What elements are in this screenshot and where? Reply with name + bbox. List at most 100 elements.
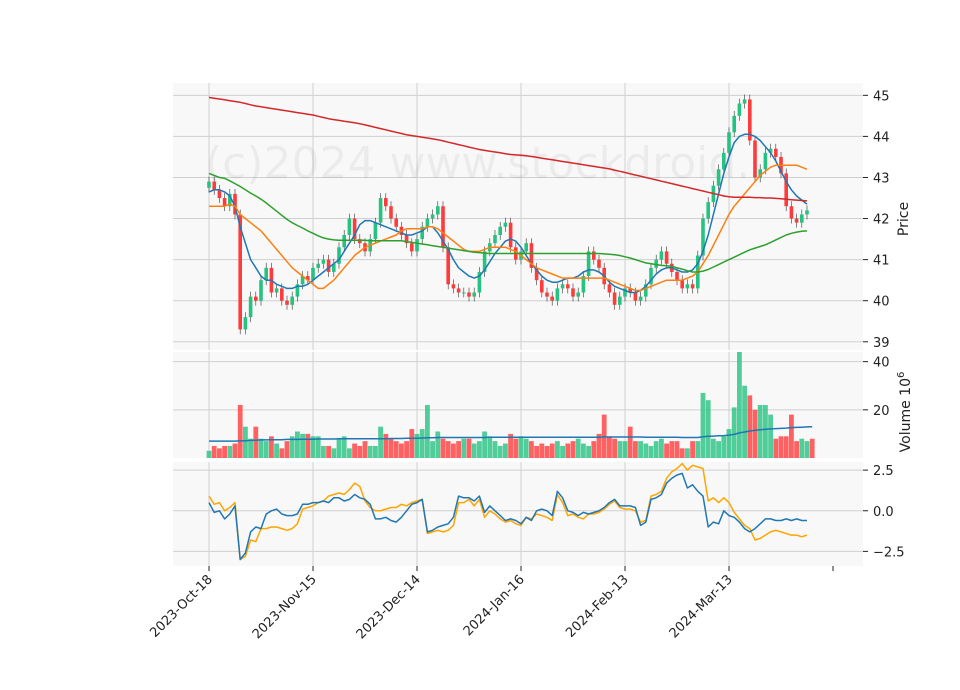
volume-bar (570, 441, 576, 458)
volume-bar (721, 436, 727, 458)
candle-body (394, 218, 398, 227)
price-tick-label: 42 (873, 213, 890, 228)
candle-body (472, 292, 476, 297)
candle-body (732, 115, 736, 133)
line-osc_signal (208, 462, 808, 561)
volume-bar (414, 433, 420, 458)
volume-bar (248, 438, 253, 458)
volume-bar (425, 405, 430, 458)
candle-body (238, 214, 242, 330)
volume-bar (471, 443, 477, 458)
candle-body (321, 259, 326, 264)
volume-axis-label: Volume (898, 400, 914, 452)
volume-bar (237, 405, 243, 458)
candle-body (685, 284, 690, 289)
candle-body (566, 284, 570, 289)
volume-bar (206, 450, 212, 458)
moving-average-lines (208, 96, 808, 294)
volume-bar (586, 445, 591, 458)
candle-body (763, 152, 768, 170)
volume-bar (607, 436, 612, 458)
candle-body (300, 276, 305, 285)
volume-bar (523, 438, 529, 458)
volume-bar (497, 445, 503, 458)
candle-body (451, 284, 456, 289)
candle-body (493, 234, 497, 244)
candle-body (794, 218, 799, 223)
volume-bar (409, 429, 415, 458)
volume-bar (705, 400, 711, 458)
volume-bar (633, 441, 638, 458)
candle-body (540, 280, 544, 293)
candle-body (623, 288, 627, 297)
candle-body (534, 267, 539, 281)
volume-bar (726, 429, 732, 458)
volume-bar (627, 426, 633, 458)
volume-bar (357, 445, 363, 458)
volume-bar (263, 441, 269, 458)
oscillator-panel-background (173, 462, 863, 566)
candle-body (649, 267, 653, 285)
candle-body (607, 284, 612, 293)
line-ma_long (208, 172, 808, 273)
volume-bar (757, 405, 763, 458)
candle-body (612, 292, 617, 305)
volume-bar (575, 438, 581, 458)
candle-body (758, 169, 762, 178)
volume-bar (492, 441, 498, 458)
candle-body (638, 296, 643, 301)
volume-bar (461, 438, 467, 458)
volume-bar (596, 433, 602, 458)
candle-body (774, 148, 778, 157)
candle-body (748, 99, 752, 141)
line-ma_200 (208, 96, 808, 202)
volume-bar (430, 441, 435, 458)
candle-body (576, 292, 580, 297)
volume-bar (539, 443, 545, 458)
volume-bar (591, 441, 597, 458)
price-tick-label: 43 (873, 171, 890, 186)
volume-bar (659, 438, 664, 458)
candle-body (789, 206, 794, 219)
volume-bar (347, 448, 352, 458)
volume-bar (789, 414, 794, 458)
candle-body (326, 259, 331, 272)
volume-bar (685, 448, 690, 458)
volume-bar (752, 409, 758, 458)
volume-bar (435, 431, 441, 458)
volume-bar (404, 441, 409, 458)
volume-bar (549, 443, 555, 458)
candle-body (462, 292, 466, 294)
candle-body (555, 288, 560, 301)
candle-body (430, 214, 435, 219)
volume-bar (664, 443, 669, 458)
candle-body (482, 251, 487, 272)
volume-bar (648, 445, 654, 458)
candle-body (207, 181, 211, 188)
candle-body (545, 292, 549, 297)
candle-body (581, 276, 586, 293)
candle-body (358, 239, 362, 244)
volume-bar (768, 414, 773, 458)
candle-body (508, 222, 513, 248)
candle-body (618, 296, 622, 305)
volume-bar (794, 441, 799, 458)
candle-body (243, 317, 248, 330)
volume-bars (206, 352, 815, 458)
volume-bar (274, 443, 279, 458)
volume-bar (482, 431, 487, 458)
candle-body (228, 193, 232, 207)
volume-bar (617, 441, 623, 458)
volume-bar (451, 443, 456, 458)
line-ma_short (208, 133, 808, 294)
volume-bar (211, 445, 217, 458)
candle-body (347, 218, 352, 235)
volume-bar (622, 441, 628, 458)
volume-bar (352, 443, 357, 458)
price-tick-label: 41 (873, 254, 890, 269)
candle-body (254, 296, 258, 301)
price-tick-label: 44 (873, 130, 890, 145)
candle-body (784, 173, 788, 207)
